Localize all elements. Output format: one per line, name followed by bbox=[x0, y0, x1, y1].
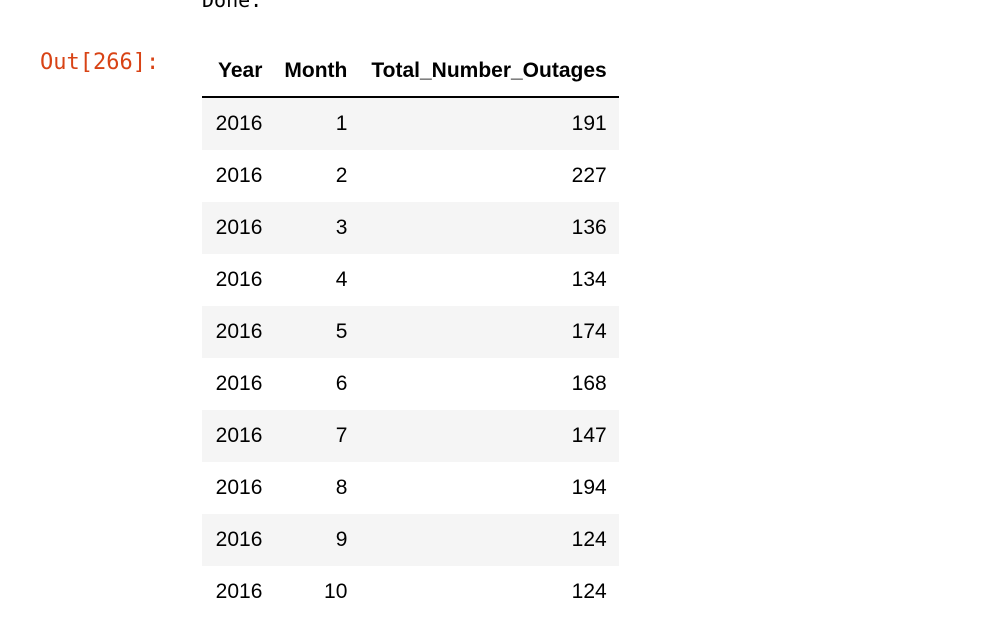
table-body: 2016 1 191 2016 2 227 2016 3 136 2016 4 … bbox=[202, 97, 619, 618]
table-row: 2016 10 124 bbox=[202, 566, 619, 618]
cell-month: 3 bbox=[272, 202, 360, 254]
cell-total-outages: 174 bbox=[359, 306, 619, 358]
out-prompt: Out[266]: bbox=[40, 50, 160, 75]
cell-year: 2016 bbox=[215, 476, 263, 499]
cell-month: 5 bbox=[272, 306, 360, 358]
header-row: Year Month Total_Number_Outages bbox=[202, 46, 619, 98]
cell-total-outages: 124 bbox=[571, 580, 607, 603]
cell-total-outages: 147 bbox=[359, 410, 619, 462]
cell-year: 2016 bbox=[215, 164, 263, 187]
cell-total-outages: 194 bbox=[571, 476, 607, 499]
cell-month: 7 bbox=[272, 410, 360, 462]
cell-year: 2016 bbox=[215, 372, 263, 395]
cell-year: 2016 bbox=[215, 268, 263, 291]
table-header: Year Month Total_Number_Outages bbox=[202, 46, 619, 98]
cell-total-outages: 168 bbox=[571, 372, 607, 395]
cell-total-outages: 124 bbox=[359, 514, 619, 566]
cell-stdout: Done. bbox=[202, 0, 263, 12]
cell-year: 2016 bbox=[215, 580, 263, 603]
column-header-year: Year bbox=[202, 46, 273, 98]
table-row: 2016 1 191 bbox=[202, 97, 619, 150]
table-row: 2016 5 174 bbox=[202, 306, 619, 358]
table-row: 2016 6 168 bbox=[202, 358, 619, 410]
cell-year: 2016 bbox=[202, 306, 273, 358]
dataframe-table: Year Month Total_Number_Outages 2016 1 1… bbox=[202, 46, 619, 618]
cell-year: 2016 bbox=[202, 514, 273, 566]
cell-month: 2 bbox=[335, 164, 348, 187]
column-header-total-number-outages: Total_Number_Outages bbox=[359, 46, 619, 98]
table-row: 2016 3 136 bbox=[202, 202, 619, 254]
column-header-month: Month bbox=[272, 46, 360, 98]
cell-month: 9 bbox=[272, 514, 360, 566]
cell-month: 4 bbox=[335, 268, 348, 291]
cell-total-outages: 134 bbox=[571, 268, 607, 291]
cell-month: 10 bbox=[324, 580, 348, 603]
cell-month: 6 bbox=[335, 372, 348, 395]
table-row: 2016 9 124 bbox=[202, 514, 619, 566]
table-row: 2016 2 227 bbox=[202, 150, 619, 202]
cell-year: 2016 bbox=[202, 97, 273, 150]
cell-total-outages: 191 bbox=[359, 97, 619, 150]
cell-month: 8 bbox=[335, 476, 348, 499]
table-row: 2016 4 134 bbox=[202, 254, 619, 306]
cell-total-outages: 136 bbox=[359, 202, 619, 254]
cell-month: 1 bbox=[272, 97, 360, 150]
table-row: 2016 7 147 bbox=[202, 410, 619, 462]
cell-total-outages: 227 bbox=[571, 164, 607, 187]
cell-year: 2016 bbox=[202, 410, 273, 462]
table-row: 2016 8 194 bbox=[202, 462, 619, 514]
cell-year: 2016 bbox=[202, 202, 273, 254]
